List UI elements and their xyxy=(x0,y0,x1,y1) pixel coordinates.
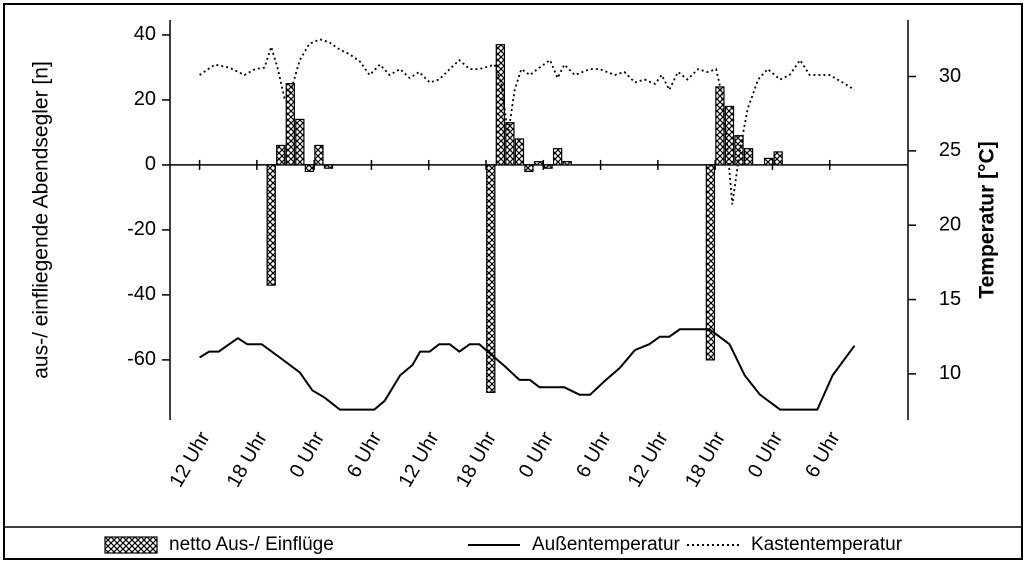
y2-tick-label: 15 xyxy=(939,288,961,310)
bar xyxy=(724,105,735,166)
bar xyxy=(304,164,315,173)
legend-label: Außentemperatur xyxy=(532,534,681,555)
bar xyxy=(543,164,553,169)
line xyxy=(199,328,856,411)
bar xyxy=(705,164,716,361)
y2-axis-title: Temperatur [°C] xyxy=(976,141,999,298)
x-tick-label: 0 Uhr xyxy=(286,428,330,482)
frame xyxy=(3,3,1023,560)
x-tick-label: 6 Uhr xyxy=(572,428,616,482)
bar xyxy=(524,164,534,173)
x-tick-label: 18 Uhr xyxy=(223,428,272,491)
y2-tick-label: 30 xyxy=(939,65,961,87)
bar xyxy=(276,144,286,166)
bar xyxy=(715,86,725,166)
x-tick-label: 6 Uhr xyxy=(801,428,845,482)
x-tick-label: 18 Uhr xyxy=(452,428,501,491)
bar xyxy=(505,122,515,166)
legend-label: Kastentemperatur xyxy=(751,534,903,555)
y-tick-label: 40 xyxy=(134,23,156,45)
bar xyxy=(562,161,572,166)
y2-tick-label: 20 xyxy=(939,213,961,235)
y-axis-title: aus-/ einfliegende Abendsegler [n] xyxy=(30,61,53,379)
x-tick-label: 0 Uhr xyxy=(744,428,788,482)
legend-label: netto Aus-/ Einflüge xyxy=(169,534,334,555)
y-tick-label: -20 xyxy=(127,218,156,240)
bar xyxy=(552,148,563,166)
bar xyxy=(773,151,783,166)
bar xyxy=(486,164,496,393)
legend-swatch xyxy=(104,536,158,554)
y2-tick-label: 10 xyxy=(939,362,961,384)
bar xyxy=(323,164,334,169)
y-tick-label: -40 xyxy=(127,283,156,305)
x-tick-label: 12 Uhr xyxy=(624,428,673,491)
y2-tick-label: 25 xyxy=(939,139,961,161)
x-tick-label: 12 Uhr xyxy=(165,428,214,491)
bar xyxy=(763,157,774,166)
bar xyxy=(295,118,305,166)
bar xyxy=(266,164,276,286)
x-tick-label: 6 Uhr xyxy=(343,428,387,482)
y-tick-label: 20 xyxy=(134,88,156,110)
y-tick-label: 0 xyxy=(145,153,156,175)
x-tick-label: 12 Uhr xyxy=(395,428,444,491)
bar xyxy=(743,148,754,166)
bar xyxy=(285,83,295,166)
y-tick-label: -60 xyxy=(127,348,156,370)
x-tick-label: 18 Uhr xyxy=(681,428,730,491)
bar xyxy=(533,161,544,166)
bar xyxy=(314,144,324,166)
x-tick-label: 0 Uhr xyxy=(515,428,559,482)
bar xyxy=(514,138,525,166)
